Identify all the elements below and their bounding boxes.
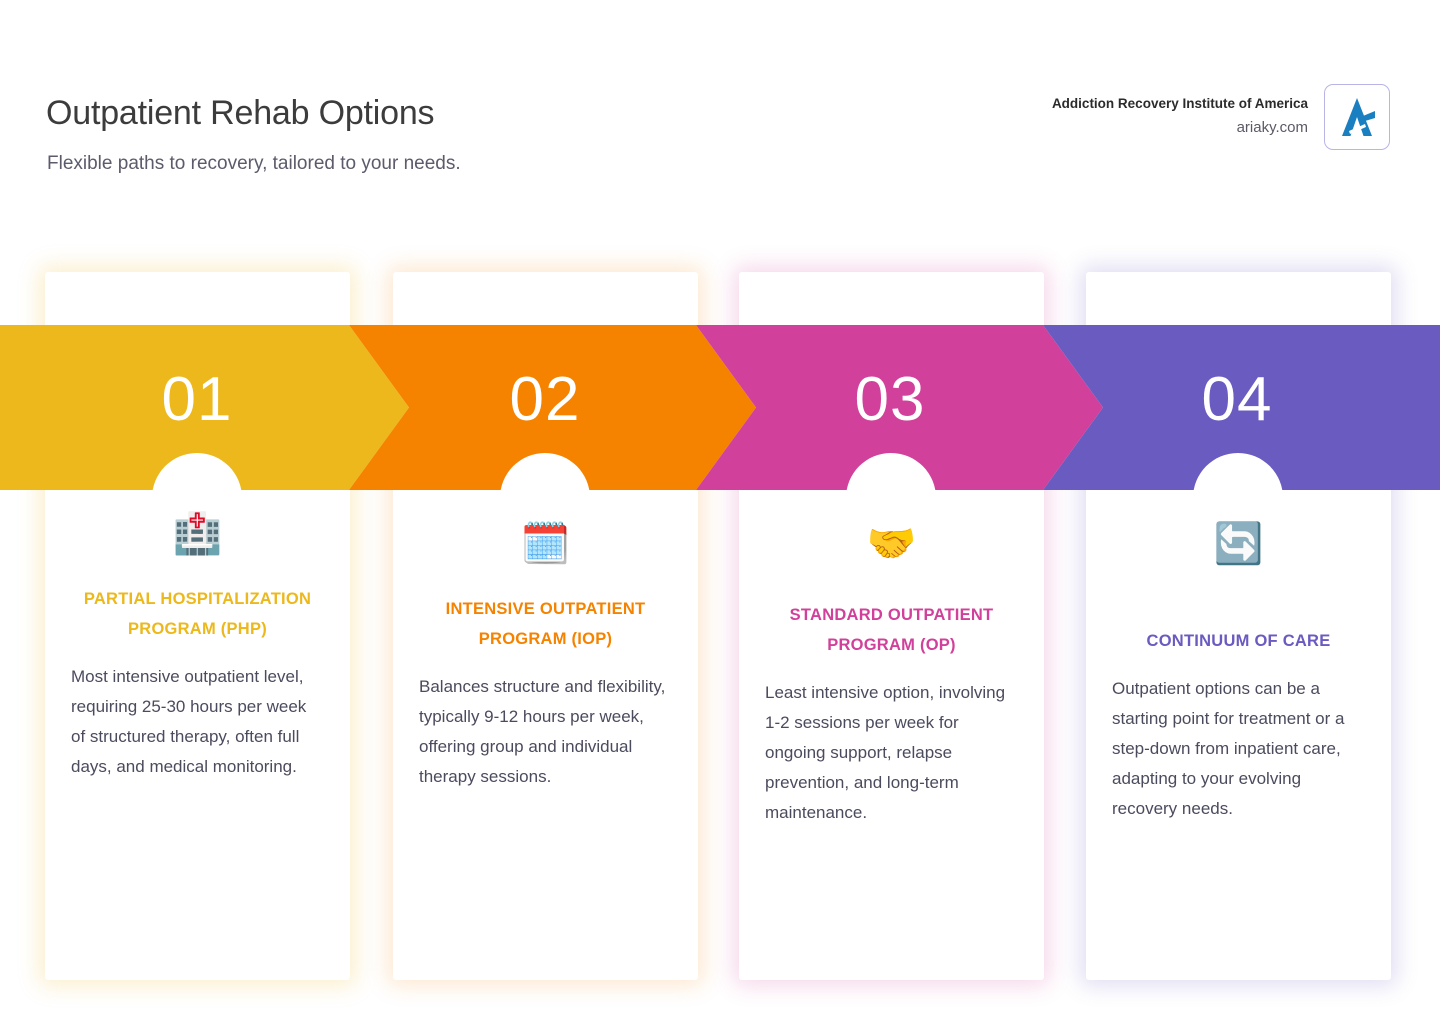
page-subtitle: Flexible paths to recovery, tailored to … <box>47 153 461 174</box>
letter-a-logo-icon <box>1324 84 1390 150</box>
brand-url: ariaky.com <box>1236 119 1308 136</box>
chevron-step-banner <box>0 325 1440 490</box>
step-number-4: 04 <box>1201 365 1273 434</box>
step-heading-4: CONTINUUM OF CARE <box>1146 632 1331 650</box>
brand-name: Addiction Recovery Institute of America <box>1051 96 1308 111</box>
chevron-segment-1 <box>0 325 409 490</box>
step-body-3: Least intensive option, involving 1-2 se… <box>765 683 1006 822</box>
handshake-icon: 🤝 <box>866 522 917 566</box>
chevron-segment-2 <box>349 325 756 490</box>
chevron-segment-4 <box>1043 325 1440 490</box>
step-heading-1: PARTIAL HOSPITALIZATION PROGRAM (PHP) <box>83 590 312 638</box>
step-body-2: Balances structure and flexibility, typi… <box>419 677 666 786</box>
step-heading-2: INTENSIVE OUTPATIENT PROGRAM (IOP) <box>445 600 646 648</box>
page-header: Outpatient Rehab Options Flexible paths … <box>0 0 1440 230</box>
calendar-icon: 🗓️ <box>520 522 571 566</box>
refresh-cycle-icon: 🔄 <box>1213 522 1264 566</box>
brand-text: Addiction Recovery Institute of America … <box>1052 94 1308 140</box>
step-body-1: Most intensive outpatient level, requiri… <box>71 667 307 776</box>
step-number-3: 03 <box>854 365 926 434</box>
chevron-segment-3 <box>696 325 1103 490</box>
step-number-2: 02 <box>509 365 581 434</box>
page-title: Outpatient Rehab Options <box>46 94 435 132</box>
step-number-1: 01 <box>161 365 233 434</box>
step-heading-3: STANDARD OUTPATIENT PROGRAM (OP) <box>789 606 994 654</box>
brand-block: Addiction Recovery Institute of America … <box>1052 84 1390 150</box>
step-body-4: Outpatient options can be a starting poi… <box>1112 679 1345 818</box>
hospital-icon: 🏥 <box>172 512 223 556</box>
